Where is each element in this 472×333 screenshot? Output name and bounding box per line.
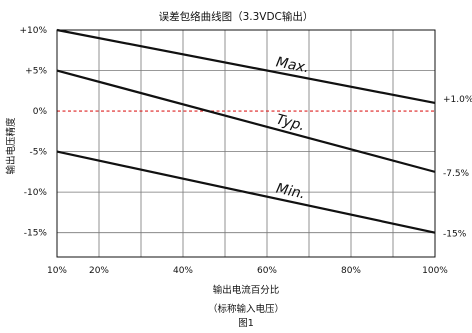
figure-caption: 图1 xyxy=(238,318,254,329)
series-end-label: -15% xyxy=(443,230,467,240)
series-name-label: Max. xyxy=(275,54,311,76)
y-tick-label: 0% xyxy=(33,107,48,117)
chart-title: 误差包络曲线图（3.3VDC输出） xyxy=(159,10,314,23)
y-tick-label: +10% xyxy=(19,26,47,36)
y-tick-label: -5% xyxy=(29,148,47,158)
series-end-label: -7.5% xyxy=(443,169,470,179)
y-axis-title: 输出电压精度 xyxy=(5,117,17,175)
x-tick-label: 40% xyxy=(173,266,193,276)
x-axis-title: 输出电流百分比 xyxy=(213,284,280,296)
series-name-label: Typ. xyxy=(274,111,306,134)
y-tick-label: -15% xyxy=(24,229,48,239)
y-tick-label: -10% xyxy=(24,188,48,198)
series-layer xyxy=(56,28,436,234)
series-labels-layer: Max. +1.0% Typ. -7.5% Min. -15% xyxy=(274,54,472,239)
x-tick-label: 10% xyxy=(47,266,67,276)
x-tick-label: 80% xyxy=(341,266,361,276)
x-tick-label: 100% xyxy=(422,266,448,276)
series-line-max xyxy=(56,28,436,105)
series-line-min xyxy=(56,150,436,234)
grid-layer xyxy=(57,29,435,257)
series-name-label: Min. xyxy=(275,181,307,203)
x-tick-label: 20% xyxy=(89,266,109,276)
x-tick-label: 60% xyxy=(257,266,277,276)
x-axis-note: （标称输入电压） xyxy=(208,303,284,315)
plot-frame xyxy=(56,29,436,258)
y-tick-label: +5% xyxy=(25,67,47,77)
series-line-typ xyxy=(56,69,436,173)
tick-labels-layer: 10% 20% 40% 60% 80% 100% +10% +5% 0% -5% -10% -15% xyxy=(19,26,448,276)
series-end-label: +1.0% xyxy=(443,95,472,105)
